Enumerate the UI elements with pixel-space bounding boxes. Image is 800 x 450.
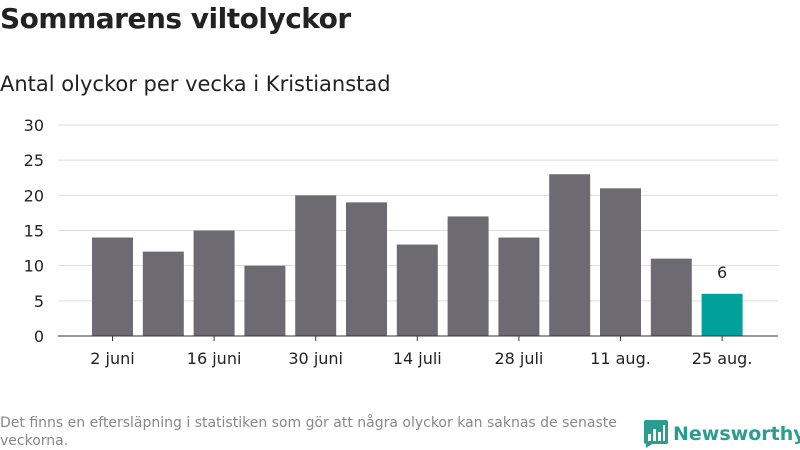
y-tick-label: 25 <box>24 151 44 170</box>
bar <box>193 230 235 336</box>
chart-subtitle: Antal olyckor per vecka i Kristianstad <box>0 72 391 96</box>
bar <box>600 188 641 336</box>
bar <box>142 251 184 336</box>
bar <box>447 216 489 336</box>
x-axis-ticks: 2 juni 16 juni 30 juni 14 juli 28 juli 11 aug… <box>90 336 752 368</box>
bars <box>92 174 743 336</box>
y-tick-label: 15 <box>24 222 44 241</box>
bar <box>295 195 337 336</box>
brand-name: Newsworthy <box>673 423 800 445</box>
footnote: Det finns en eftersläpning i statistiken… <box>0 415 617 449</box>
x-tick-label: 11 aug. <box>590 349 651 368</box>
brand-logo[interactable]: Newsworthy <box>644 419 800 449</box>
y-tick-label: 20 <box>24 186 44 205</box>
bar <box>650 258 692 336</box>
bar <box>549 174 591 336</box>
x-tick-label: 14 juli <box>393 349 442 368</box>
x-tick-label: 16 juni <box>187 349 242 368</box>
bar <box>498 237 540 336</box>
y-tick-label: 0 <box>34 327 44 346</box>
data-label: 6 <box>717 263 727 282</box>
bar <box>396 244 438 336</box>
x-tick-label: 25 aug. <box>692 349 753 368</box>
bar <box>92 237 133 336</box>
bar <box>244 265 286 336</box>
data-labels: 6 <box>717 263 727 282</box>
x-tick-label: 30 juni <box>288 349 343 368</box>
chart-title: Sommarens viltolyckor <box>0 2 351 35</box>
bar <box>346 202 387 336</box>
bar <box>701 293 743 336</box>
x-tick-label: 2 juni <box>90 349 134 368</box>
y-tick-label: 5 <box>34 292 44 311</box>
x-tick-label: 28 juli <box>494 349 543 368</box>
y-tick-label: 30 <box>24 116 44 135</box>
newsworthy-logo-icon <box>644 420 668 448</box>
y-tick-label: 10 <box>24 257 44 276</box>
y-axis-ticks: 0 5 10 15 20 25 30 <box>24 116 44 346</box>
